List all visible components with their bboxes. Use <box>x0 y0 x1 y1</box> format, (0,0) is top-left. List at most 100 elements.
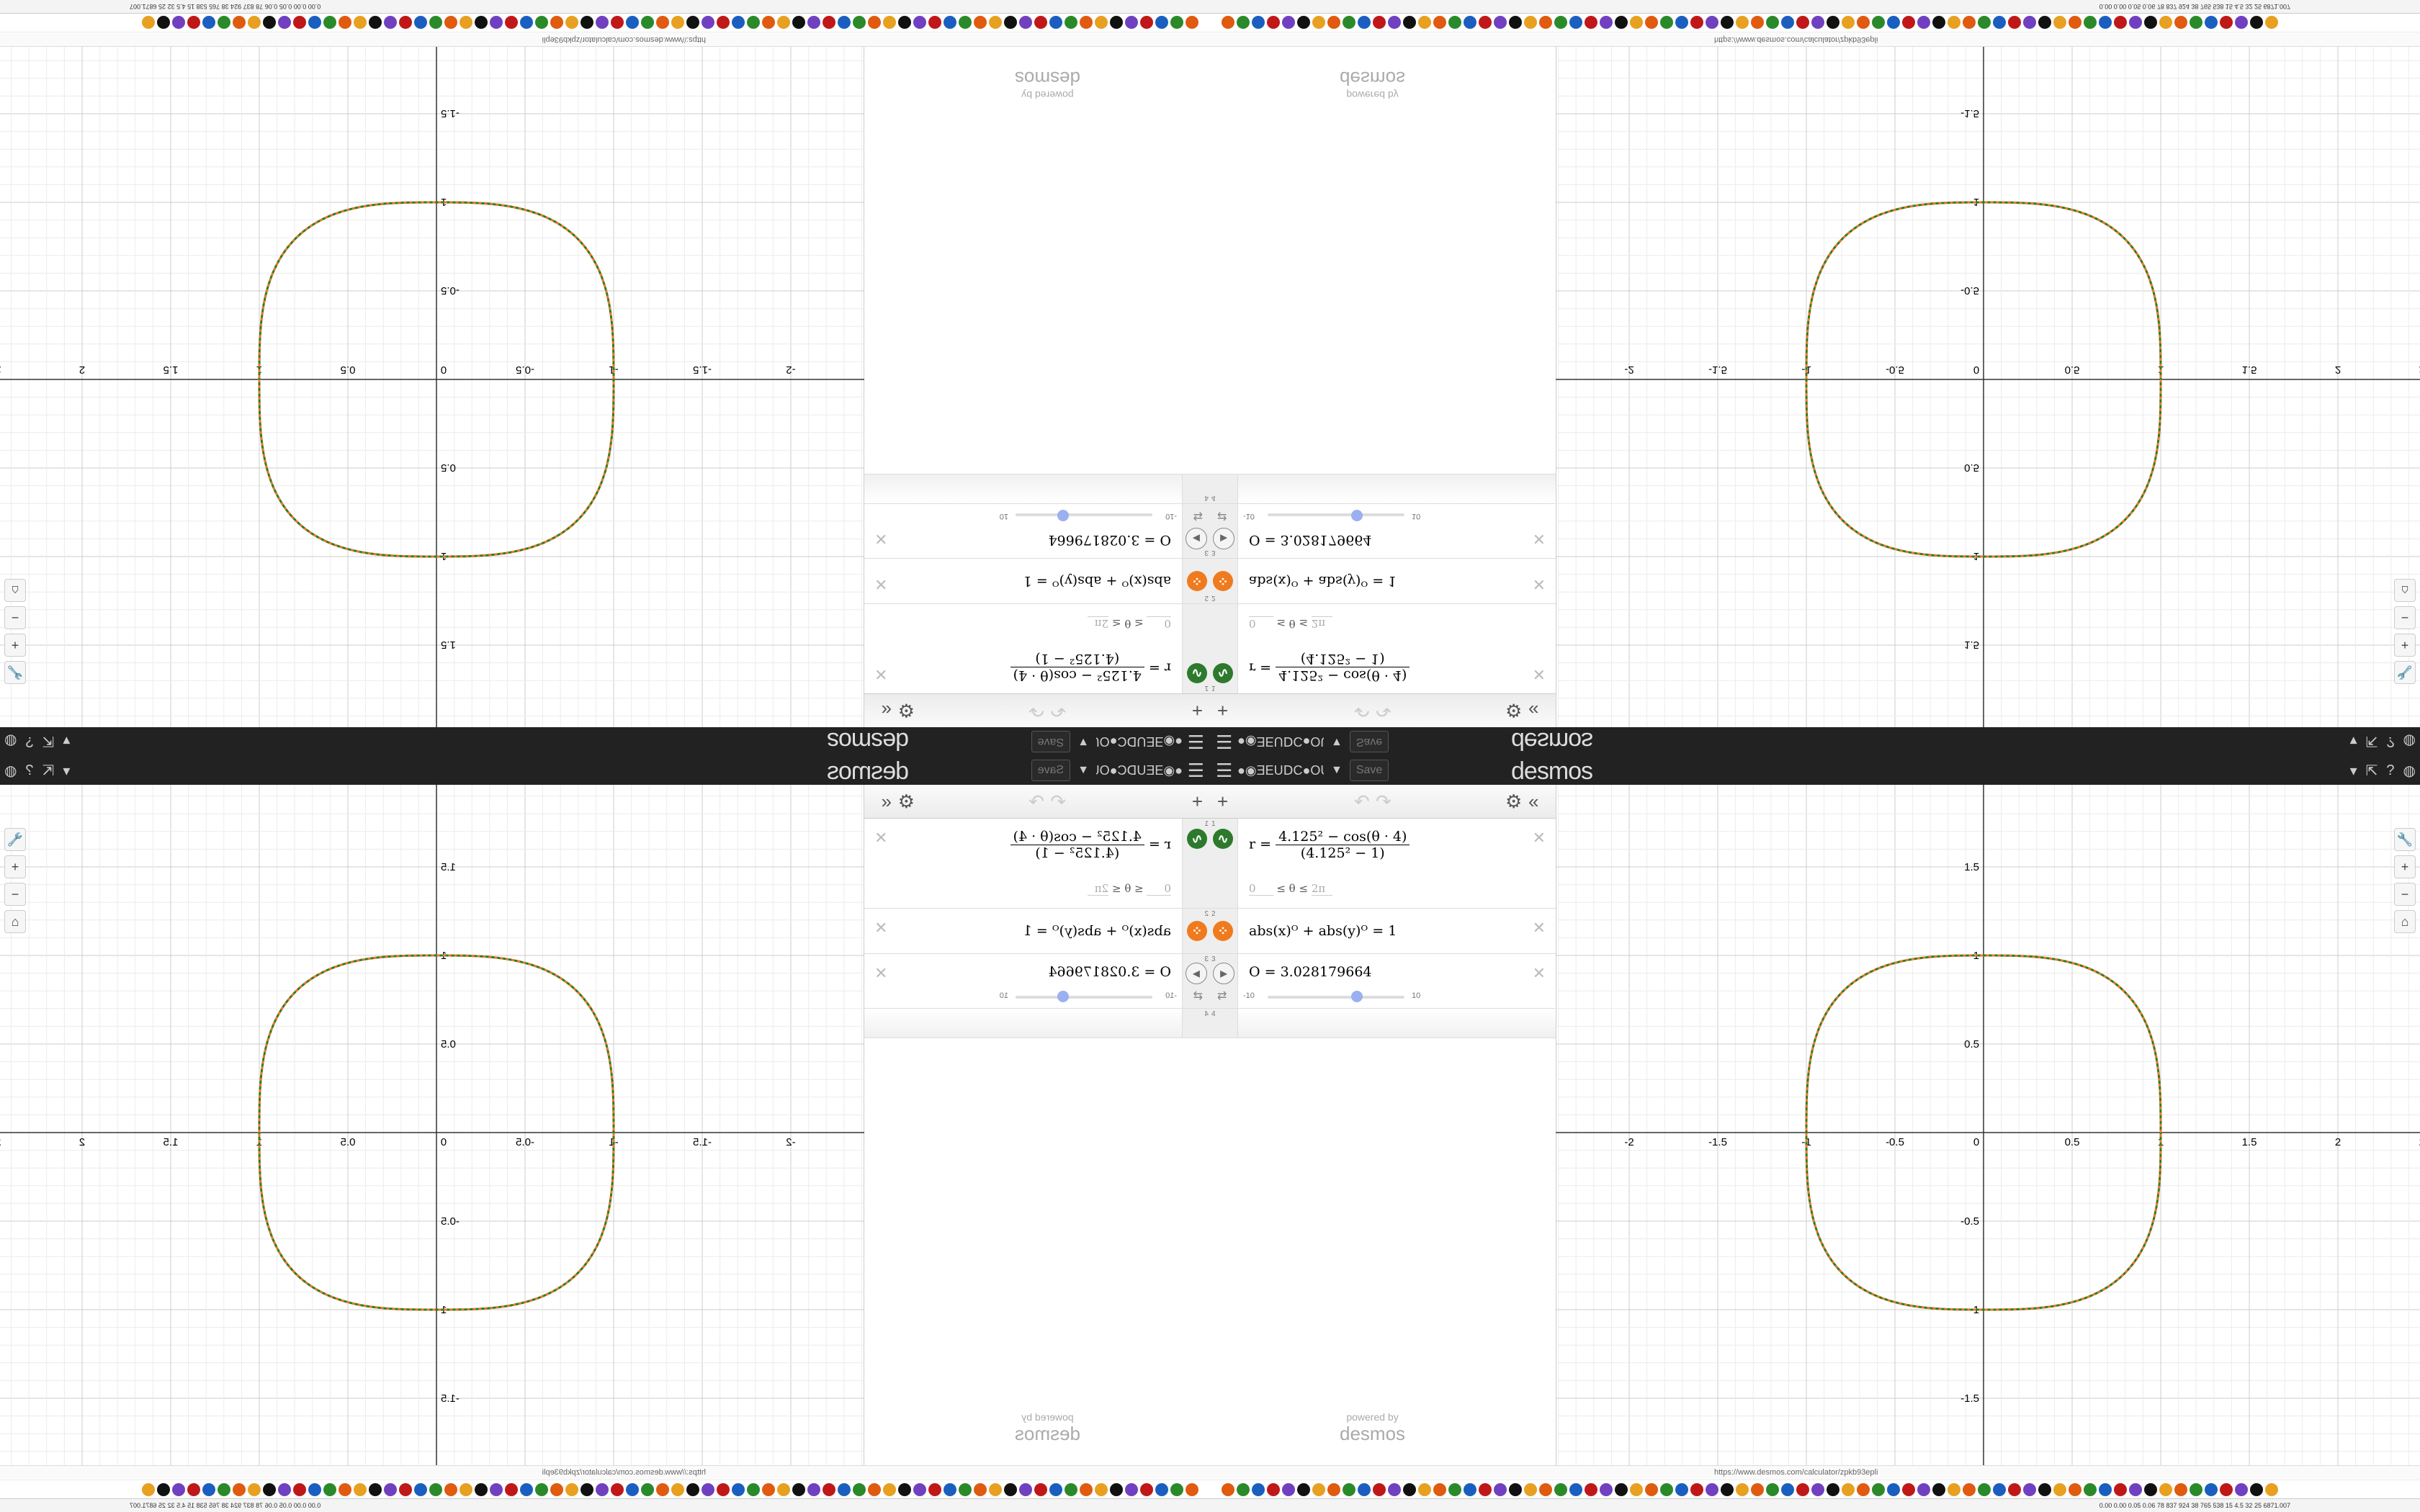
bookmark-icon[interactable] <box>626 1483 639 1496</box>
graph-svg[interactable]: -2.5-2-1.5-1-0.500.511.522.5-1.5-1-0.50.… <box>0 47 889 727</box>
play-icon[interactable]: ▶ <box>1186 963 1207 984</box>
wrench-icon[interactable]: 🔧 <box>2394 828 2416 851</box>
graph-title[interactable]: ●◉ƎEUⅮC●OU¤SZO●A… <box>1237 734 1324 750</box>
bookmark-icon[interactable] <box>2008 16 2021 29</box>
bookmark-icon[interactable] <box>823 1483 835 1496</box>
bookmark-icon[interactable] <box>1403 1483 1416 1496</box>
bookmark-icon[interactable] <box>263 1483 276 1496</box>
bookmark-icon[interactable] <box>2220 16 2233 29</box>
menu-icon[interactable]: ☰ <box>1187 731 1204 753</box>
bookmark-icon[interactable] <box>1932 1483 1945 1496</box>
delete-expression-icon[interactable]: ✕ <box>1532 575 1546 593</box>
bookmark-icon[interactable] <box>732 16 745 29</box>
domain-max-input[interactable]: 2π <box>1087 616 1109 630</box>
bookmark-icon[interactable] <box>157 1483 170 1496</box>
bookmark-icon[interactable] <box>2053 16 2066 29</box>
expression-item[interactable]: 3 ▶ ⇄ O = 3.028179664 -10 10 ✕ <box>1210 954 1556 1009</box>
bookmark-icon[interactable] <box>2190 1483 2202 1496</box>
delete-expression-icon[interactable]: ✕ <box>874 919 888 937</box>
zoom-out-icon[interactable]: − <box>4 606 26 629</box>
bookmark-icon[interactable] <box>1630 16 1643 29</box>
play-icon[interactable]: ▶ <box>1186 528 1207 549</box>
bookmark-icon[interactable] <box>807 1483 820 1496</box>
bookmark-icon[interactable] <box>1993 1483 2006 1496</box>
bookmark-icon[interactable] <box>702 1483 714 1496</box>
bookmark-icon[interactable] <box>1751 1483 1764 1496</box>
bookmark-icon[interactable] <box>1125 1483 1138 1496</box>
bookmark-icon[interactable] <box>550 16 563 29</box>
graph-title[interactable]: ●◉ƎEUⅮC●OU¤SZO●A… <box>1096 762 1183 778</box>
bookmark-icon[interactable] <box>460 1483 472 1496</box>
bookmark-icon[interactable] <box>414 1483 427 1496</box>
bookmark-icon[interactable] <box>641 1483 654 1496</box>
bookmark-icon[interactable] <box>1902 16 1915 29</box>
bookmark-icon[interactable] <box>883 1483 896 1496</box>
menu-icon[interactable]: ☰ <box>1216 759 1233 781</box>
slider-min[interactable]: -10 <box>1243 991 1255 1000</box>
bookmark-icon[interactable] <box>1373 16 1386 29</box>
bookmark-icon[interactable] <box>1448 16 1461 29</box>
bookmark-icon[interactable] <box>853 16 866 29</box>
bookmark-icon[interactable] <box>278 16 291 29</box>
bookmark-icon[interactable] <box>838 16 851 29</box>
expression-item[interactable]: 2 ⁘ abs(x)ᴼ + abs(y)ᴼ = 1 ✕ <box>1210 909 1556 954</box>
help-icon[interactable]: ? <box>25 762 34 778</box>
bookmark-icon[interactable] <box>535 1483 548 1496</box>
undo-button[interactable]: ↶ <box>1354 791 1370 812</box>
bookmark-icon[interactable] <box>928 16 941 29</box>
loop-icon[interactable]: ⇄ <box>1193 510 1203 522</box>
points-icon[interactable]: ⁘ <box>1213 571 1233 591</box>
bookmark-icon[interactable] <box>1811 16 1824 29</box>
bookmark-icon[interactable] <box>807 16 820 29</box>
bookmark-icon[interactable] <box>2023 16 2036 29</box>
loop-icon[interactable]: ⇄ <box>1217 990 1227 1002</box>
bookmark-icon[interactable] <box>414 16 427 29</box>
bookmark-icon[interactable] <box>142 1483 155 1496</box>
bookmark-icon[interactable] <box>1049 16 1062 29</box>
bookmark-icon[interactable] <box>2159 1483 2172 1496</box>
bookmark-icon[interactable] <box>717 16 730 29</box>
settings-icon[interactable]: ⚙ <box>897 791 915 812</box>
bookmark-icon[interactable] <box>354 16 367 29</box>
bookmark-icon[interactable] <box>1857 1483 1870 1496</box>
bookmark-icon[interactable] <box>1297 16 1310 29</box>
save-button[interactable]: Save <box>1349 760 1389 781</box>
bookmark-icon[interactable] <box>913 16 926 29</box>
globe-icon[interactable]: ◍ <box>2403 763 2416 779</box>
bookmark-icon[interactable] <box>142 16 155 29</box>
bookmark-icon[interactable] <box>2129 1483 2142 1496</box>
bookmark-icon[interactable] <box>2250 16 2263 29</box>
bookmark-icon[interactable] <box>974 1483 987 1496</box>
bookmark-icon[interactable] <box>1034 1483 1047 1496</box>
delete-expression-icon[interactable]: ✕ <box>874 964 888 982</box>
bookmark-icon[interactable] <box>354 1483 367 1496</box>
bookmark-icon[interactable] <box>1509 16 1522 29</box>
domain-min-input[interactable]: 0 <box>1147 616 1171 630</box>
bookmark-icon[interactable] <box>762 1483 775 1496</box>
bookmark-icon[interactable] <box>2084 1483 2097 1496</box>
bookmark-icon[interactable] <box>293 1483 306 1496</box>
url-text[interactable]: https://www.desmos.com/calculator/zpkb93… <box>1714 35 1878 44</box>
bookmark-icon[interactable] <box>1388 16 1401 29</box>
bookmark-icon[interactable] <box>1872 16 1885 29</box>
caret-down-icon[interactable]: ▼ <box>1331 736 1343 748</box>
bookmark-icon[interactable] <box>1978 16 1991 29</box>
collapse-panel-button[interactable]: « <box>881 791 892 812</box>
bookmark-icon[interactable] <box>369 16 382 29</box>
bookmark-icon[interactable] <box>429 16 442 29</box>
bookmark-icon[interactable] <box>686 16 699 29</box>
bookmark-icon[interactable] <box>1706 1483 1718 1496</box>
bookmark-icon[interactable] <box>1343 1483 1355 1496</box>
domain-max-input[interactable]: 2π <box>1311 882 1333 896</box>
bookmark-icon[interactable] <box>520 1483 533 1496</box>
expression-item[interactable]: 1 ∿ r = 4.125² − cos(θ · 4) (4.125² − 1) … <box>864 819 1210 909</box>
bookmark-icon[interactable] <box>1721 16 1734 29</box>
share-icon[interactable]: ⇱ <box>2365 763 2378 779</box>
slider-max[interactable]: 10 <box>999 991 1008 1000</box>
bookmark-icon[interactable] <box>1019 16 1032 29</box>
settings-icon[interactable]: ⚙ <box>1505 791 1523 812</box>
expression-math[interactable]: r = 4.125² − cos(θ · 4) (4.125² − 1) <box>1010 829 1171 861</box>
expression-math[interactable]: r = 4.125² − cos(θ · 4) (4.125² − 1) <box>1249 829 1410 861</box>
delete-expression-icon[interactable]: ✕ <box>874 530 888 548</box>
caret-down-icon[interactable]: ▾ <box>2349 763 2357 779</box>
